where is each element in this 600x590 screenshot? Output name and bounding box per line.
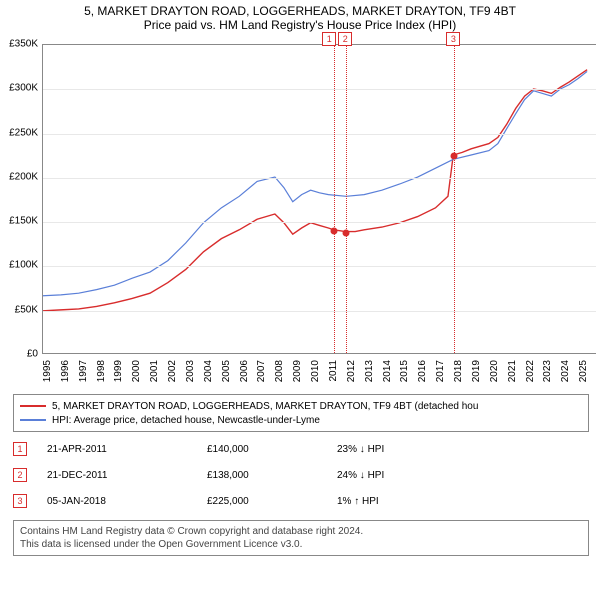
sale-marker-badge: 3 — [13, 494, 27, 508]
x-tick-label: 1998 — [96, 360, 107, 382]
legend: 5, MARKET DRAYTON ROAD, LOGGERHEADS, MAR… — [13, 394, 589, 432]
x-tick-label: 2003 — [185, 360, 196, 382]
chart-marker-badge: 1 — [322, 32, 336, 46]
x-tick-label: 2000 — [131, 360, 142, 382]
legend-swatch — [20, 405, 46, 407]
x-tick-label: 2014 — [382, 360, 393, 382]
chart-marker-badge: 3 — [446, 32, 460, 46]
chart-marker-badge: 2 — [338, 32, 352, 46]
footer-line: Contains HM Land Registry data © Crown c… — [20, 525, 582, 538]
x-tick-label: 1995 — [42, 360, 53, 382]
x-tick-label: 2025 — [578, 360, 589, 382]
x-tick-label: 2018 — [453, 360, 464, 382]
sale-pct: 23% ↓ HPI — [337, 444, 457, 455]
sale-marker-badge: 1 — [13, 442, 27, 456]
x-tick-label: 2022 — [525, 360, 536, 382]
sale-date: 21-APR-2011 — [47, 444, 207, 455]
sale-marker-badge: 2 — [13, 468, 27, 482]
sale-pct: 1% ↑ HPI — [337, 496, 457, 507]
y-tick-label: £50K — [0, 304, 42, 315]
chart-container: 5, MARKET DRAYTON ROAD, LOGGERHEADS, MAR… — [0, 0, 600, 590]
sale-date: 21-DEC-2011 — [47, 470, 207, 481]
x-tick-label: 2019 — [471, 360, 482, 382]
title-address: 5, MARKET DRAYTON ROAD, LOGGERHEADS, MAR… — [10, 4, 590, 18]
x-tick-label: 2017 — [435, 360, 446, 382]
x-tick-label: 1997 — [78, 360, 89, 382]
x-tick-label: 2011 — [328, 360, 339, 382]
x-tick-label: 2020 — [489, 360, 500, 382]
y-tick-label: £200K — [0, 171, 42, 182]
sale-pct: 24% ↓ HPI — [337, 470, 457, 481]
legend-swatch — [20, 419, 46, 421]
y-tick-label: £0 — [0, 349, 42, 360]
title-subtitle: Price paid vs. HM Land Registry's House … — [10, 18, 590, 32]
x-tick-label: 2015 — [399, 360, 410, 382]
x-tick-label: 2013 — [364, 360, 375, 382]
x-tick-label: 2005 — [221, 360, 232, 382]
y-tick-label: £350K — [0, 39, 42, 50]
footer-line: This data is licensed under the Open Gov… — [20, 538, 582, 551]
x-tick-label: 2004 — [203, 360, 214, 382]
x-tick-label: 2010 — [310, 360, 321, 382]
table-row: 1 21-APR-2011 £140,000 23% ↓ HPI — [13, 436, 589, 462]
y-tick-label: £300K — [0, 83, 42, 94]
x-tick-label: 2016 — [417, 360, 428, 382]
sale-date: 05-JAN-2018 — [47, 496, 207, 507]
sale-price: £138,000 — [207, 470, 337, 481]
y-tick-label: £100K — [0, 260, 42, 271]
legend-label: 5, MARKET DRAYTON ROAD, LOGGERHEADS, MAR… — [52, 401, 478, 412]
legend-item: HPI: Average price, detached house, Newc… — [20, 413, 582, 427]
sales-table: 1 21-APR-2011 £140,000 23% ↓ HPI 2 21-DE… — [13, 436, 589, 514]
footer-attribution: Contains HM Land Registry data © Crown c… — [13, 520, 589, 556]
chart-lines — [43, 45, 596, 353]
y-tick-label: £150K — [0, 216, 42, 227]
table-row: 2 21-DEC-2011 £138,000 24% ↓ HPI — [13, 462, 589, 488]
chart-plot-area — [42, 44, 596, 354]
x-tick-label: 2006 — [239, 360, 250, 382]
x-tick-label: 2001 — [149, 360, 160, 382]
legend-item: 5, MARKET DRAYTON ROAD, LOGGERHEADS, MAR… — [20, 399, 582, 413]
y-tick-label: £250K — [0, 127, 42, 138]
x-tick-label: 1999 — [113, 360, 124, 382]
x-axis-ticks: 1995 1996 1997 1998 1999 2000 2001 2002 2003 2004… — [42, 356, 596, 396]
x-tick-label: 1996 — [60, 360, 71, 382]
x-tick-label: 2009 — [292, 360, 303, 382]
sale-price: £225,000 — [207, 496, 337, 507]
x-tick-label: 2007 — [256, 360, 267, 382]
x-tick-label: 2024 — [560, 360, 571, 382]
x-tick-label: 2008 — [274, 360, 285, 382]
x-tick-label: 2002 — [167, 360, 178, 382]
table-row: 3 05-JAN-2018 £225,000 1% ↑ HPI — [13, 488, 589, 514]
x-tick-label: 2012 — [346, 360, 357, 382]
title-block: 5, MARKET DRAYTON ROAD, LOGGERHEADS, MAR… — [0, 0, 600, 34]
legend-label: HPI: Average price, detached house, Newc… — [52, 415, 320, 426]
sale-price: £140,000 — [207, 444, 337, 455]
x-tick-label: 2023 — [542, 360, 553, 382]
x-tick-label: 2021 — [507, 360, 518, 382]
